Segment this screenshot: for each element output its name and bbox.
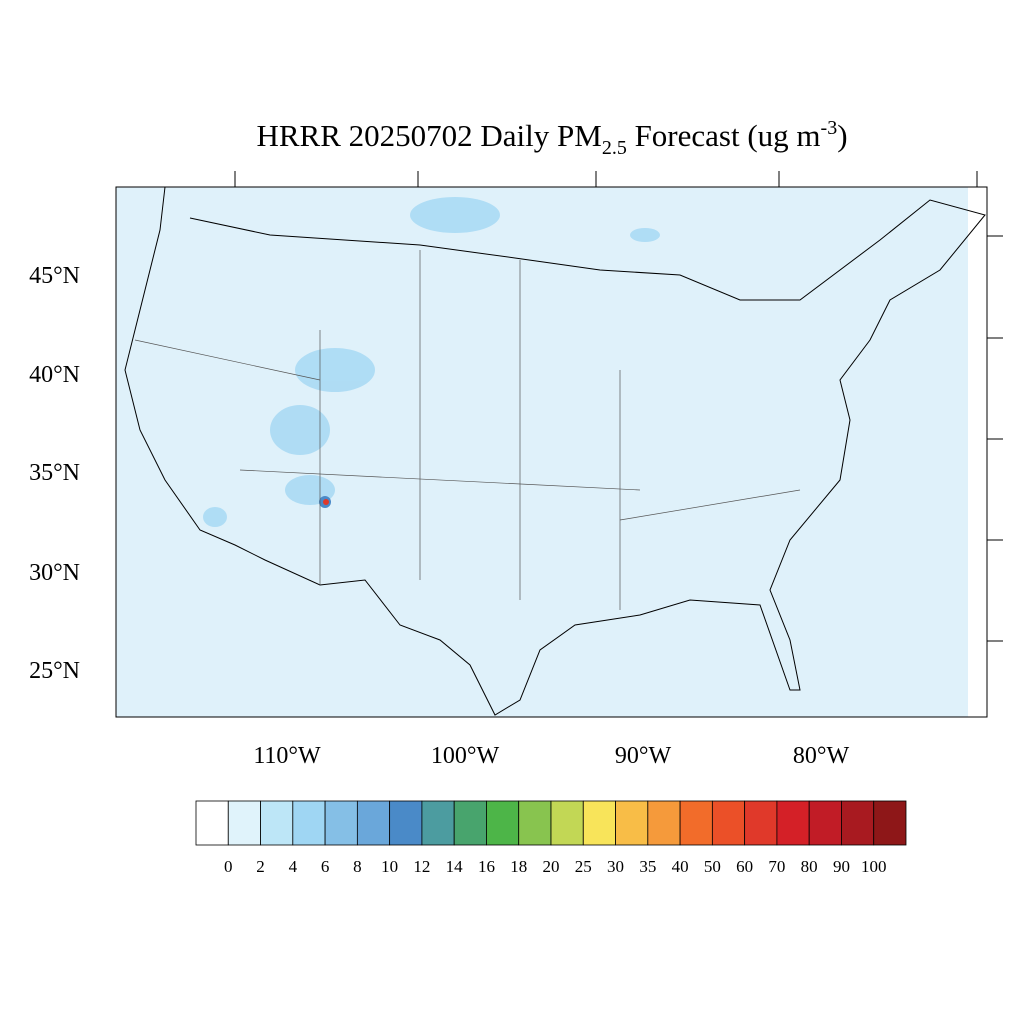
lat-label: 30°N bbox=[29, 560, 80, 586]
border bbox=[239, 469, 641, 491]
colorbar-box bbox=[841, 800, 875, 846]
border bbox=[134, 339, 321, 381]
colorbar-label: 40 bbox=[672, 857, 689, 876]
frame-ticks bbox=[234, 171, 1003, 642]
hotspot bbox=[323, 499, 329, 505]
plume bbox=[203, 507, 227, 527]
colorbar-box bbox=[486, 800, 520, 846]
colorbar-label: 6 bbox=[321, 857, 330, 876]
colorbar-box bbox=[195, 800, 229, 846]
map-background bbox=[116, 187, 987, 717]
plume bbox=[295, 348, 375, 392]
title-sub: 2.5 bbox=[602, 137, 627, 159]
axis-labels: 45°N 40°N 35°N 30°N 25°N 110°W 100°W 90°W 80°W bbox=[29, 263, 849, 769]
colorbar-box bbox=[647, 800, 681, 846]
title-mid: Forecast (ug m bbox=[627, 118, 821, 153]
colorbar-label: 2 bbox=[256, 857, 265, 876]
colorbar-label: 18 bbox=[510, 857, 527, 876]
colorbar-box bbox=[292, 800, 326, 846]
colorbar-label: 30 bbox=[607, 857, 624, 876]
colorbar-label: 90 bbox=[833, 857, 850, 876]
colorbar-label: 10 bbox=[381, 857, 398, 876]
plumes bbox=[203, 197, 660, 527]
title-main: HRRR 20250702 Daily PM bbox=[256, 118, 601, 153]
lon-label: 110°W bbox=[253, 743, 321, 769]
colorbar-box bbox=[518, 800, 552, 846]
colorbar-label: 0 bbox=[224, 857, 233, 876]
colorbar-box bbox=[227, 800, 261, 846]
colorbar-box bbox=[389, 800, 423, 846]
plume bbox=[410, 197, 500, 233]
colorbar-box bbox=[260, 800, 294, 846]
lat-label: 45°N bbox=[29, 263, 80, 289]
lat-label: 25°N bbox=[29, 658, 80, 684]
lat-label: 40°N bbox=[29, 362, 80, 388]
colorbar-label: 8 bbox=[353, 857, 362, 876]
colorbar-label: 25 bbox=[575, 857, 592, 876]
colorbar-box bbox=[582, 800, 616, 846]
colorbar-label: 14 bbox=[446, 857, 464, 876]
lon-label: 100°W bbox=[431, 743, 500, 769]
colorbar-label: 70 bbox=[768, 857, 785, 876]
colorbar-box bbox=[873, 800, 907, 846]
colorbar-box bbox=[356, 800, 391, 846]
colorbar-label: 80 bbox=[801, 857, 818, 876]
colorbar-label: 60 bbox=[736, 857, 753, 876]
colorbar-box bbox=[808, 800, 842, 846]
coastline bbox=[124, 186, 986, 716]
border bbox=[619, 489, 801, 521]
colorbar-label: 35 bbox=[639, 857, 656, 876]
lat-label: 35°N bbox=[29, 460, 80, 486]
state-borders bbox=[134, 250, 801, 610]
lon-label: 90°W bbox=[615, 743, 672, 769]
colorbar-label: 20 bbox=[543, 857, 560, 876]
lon-label: 80°W bbox=[793, 743, 850, 769]
title: HRRR 20250702 Daily PM2.5 Forecast (ug m… bbox=[256, 117, 847, 159]
colorbar-box bbox=[615, 800, 649, 846]
colorbar-label: 12 bbox=[413, 857, 430, 876]
colorbar-box bbox=[711, 800, 746, 846]
colorbar-box bbox=[550, 800, 584, 846]
plume bbox=[630, 228, 660, 242]
colorbar-label: 4 bbox=[289, 857, 298, 876]
plume bbox=[270, 405, 330, 455]
colorbar-box bbox=[421, 800, 455, 846]
colorbar-box bbox=[744, 800, 778, 846]
colorbar-label: 100 bbox=[861, 857, 887, 876]
map-frame bbox=[115, 186, 988, 718]
title-sup: -3 bbox=[821, 117, 838, 139]
colorbar-box bbox=[453, 800, 487, 846]
colorbar-box bbox=[776, 800, 810, 846]
colorbar-label: 16 bbox=[478, 857, 495, 876]
colorbar: 0 2 4 6 8 10 12 14 16 18 20 25 30 35 40 50 60 70 80 90 100 bbox=[195, 800, 907, 876]
colorbar-label: 50 bbox=[704, 857, 721, 876]
colorbar-box bbox=[324, 800, 358, 846]
title-end: ) bbox=[837, 118, 847, 153]
colorbar-box bbox=[679, 800, 713, 846]
map bbox=[115, 171, 1003, 718]
map-edge bbox=[968, 187, 987, 717]
